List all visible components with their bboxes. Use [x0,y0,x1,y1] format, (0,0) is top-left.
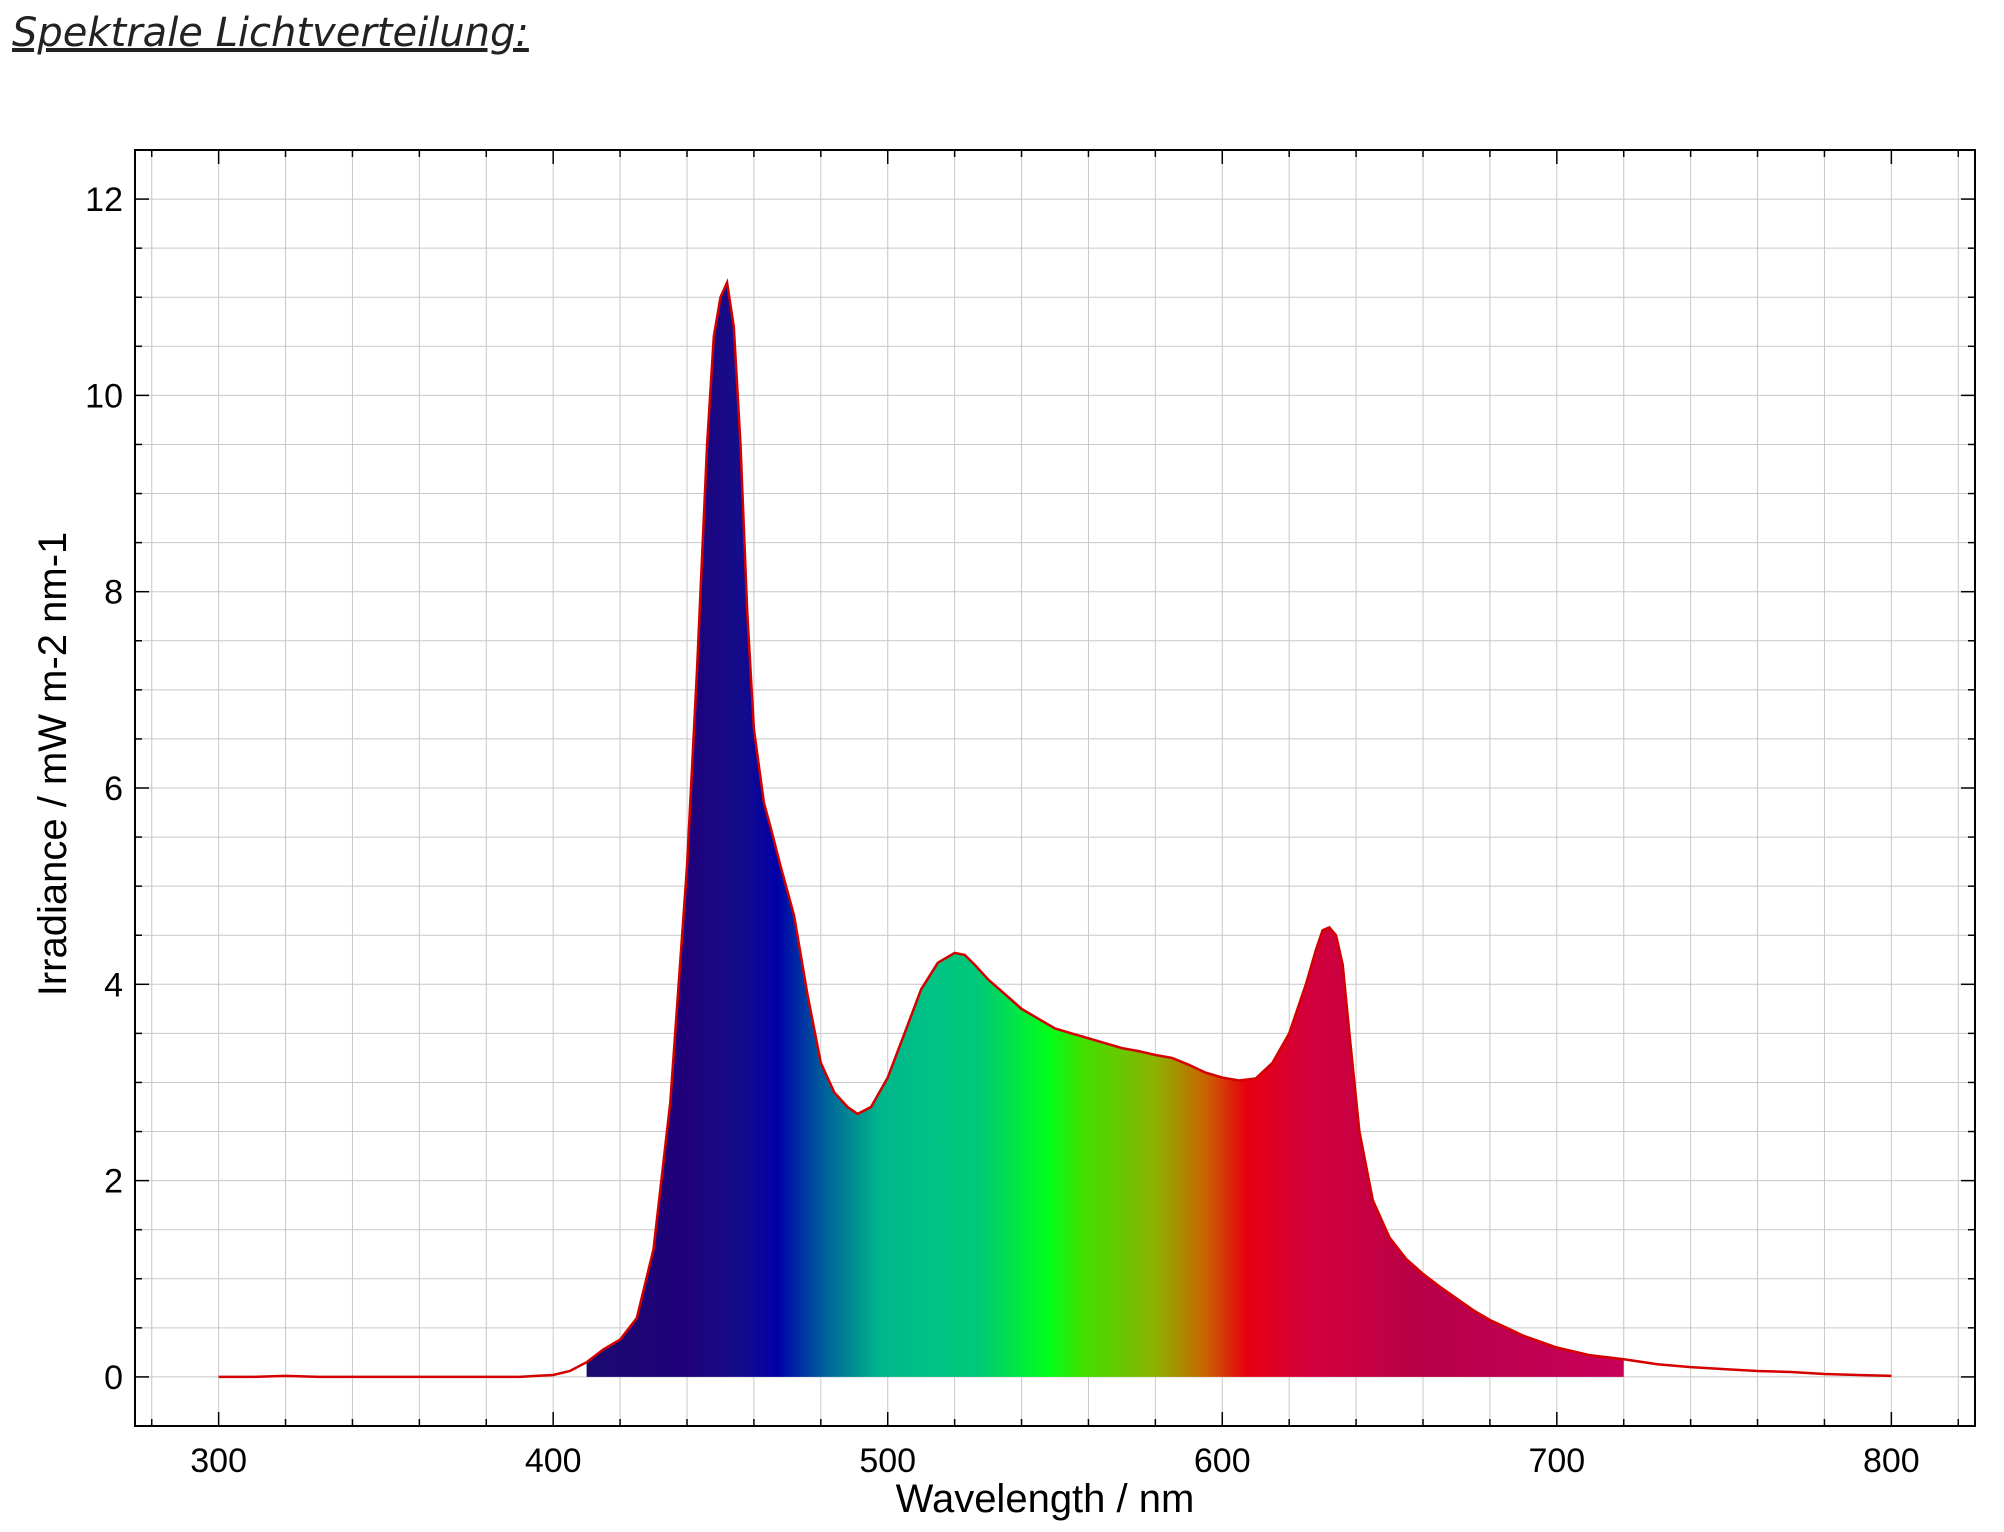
y-axis-title: Irradiance / mW m-2 nm-1 [31,532,75,997]
x-tick-label: 600 [1194,1442,1251,1480]
y-tick-label: 12 [85,181,123,219]
y-tick-label: 0 [104,1359,123,1397]
y-tick-label: 2 [104,1163,123,1201]
page-title: Spektrale Lichtverteilung: [12,10,529,56]
y-tick-label: 4 [104,966,123,1004]
x-tick-label: 400 [525,1442,582,1480]
y-tick-label: 6 [104,770,123,808]
spectrum-fill-area [586,282,1624,1377]
spectrum-line [218,278,1892,1379]
x-tick-label: 700 [1528,1442,1585,1480]
axis-ticks [135,150,1975,1426]
y-tick-label: 10 [85,377,123,415]
x-tick-label: 300 [190,1442,247,1480]
x-axis-title: Wavelength / nm [896,1477,1195,1521]
x-tick-label: 500 [859,1442,916,1480]
x-tick-label: 800 [1863,1442,1920,1480]
y-tick-label: 8 [104,574,123,612]
y-tick-labels: 0 2 4 6 8 10 12 [85,181,123,1397]
x-tick-labels: 300 400 500 600 700 800 [190,1442,1919,1480]
